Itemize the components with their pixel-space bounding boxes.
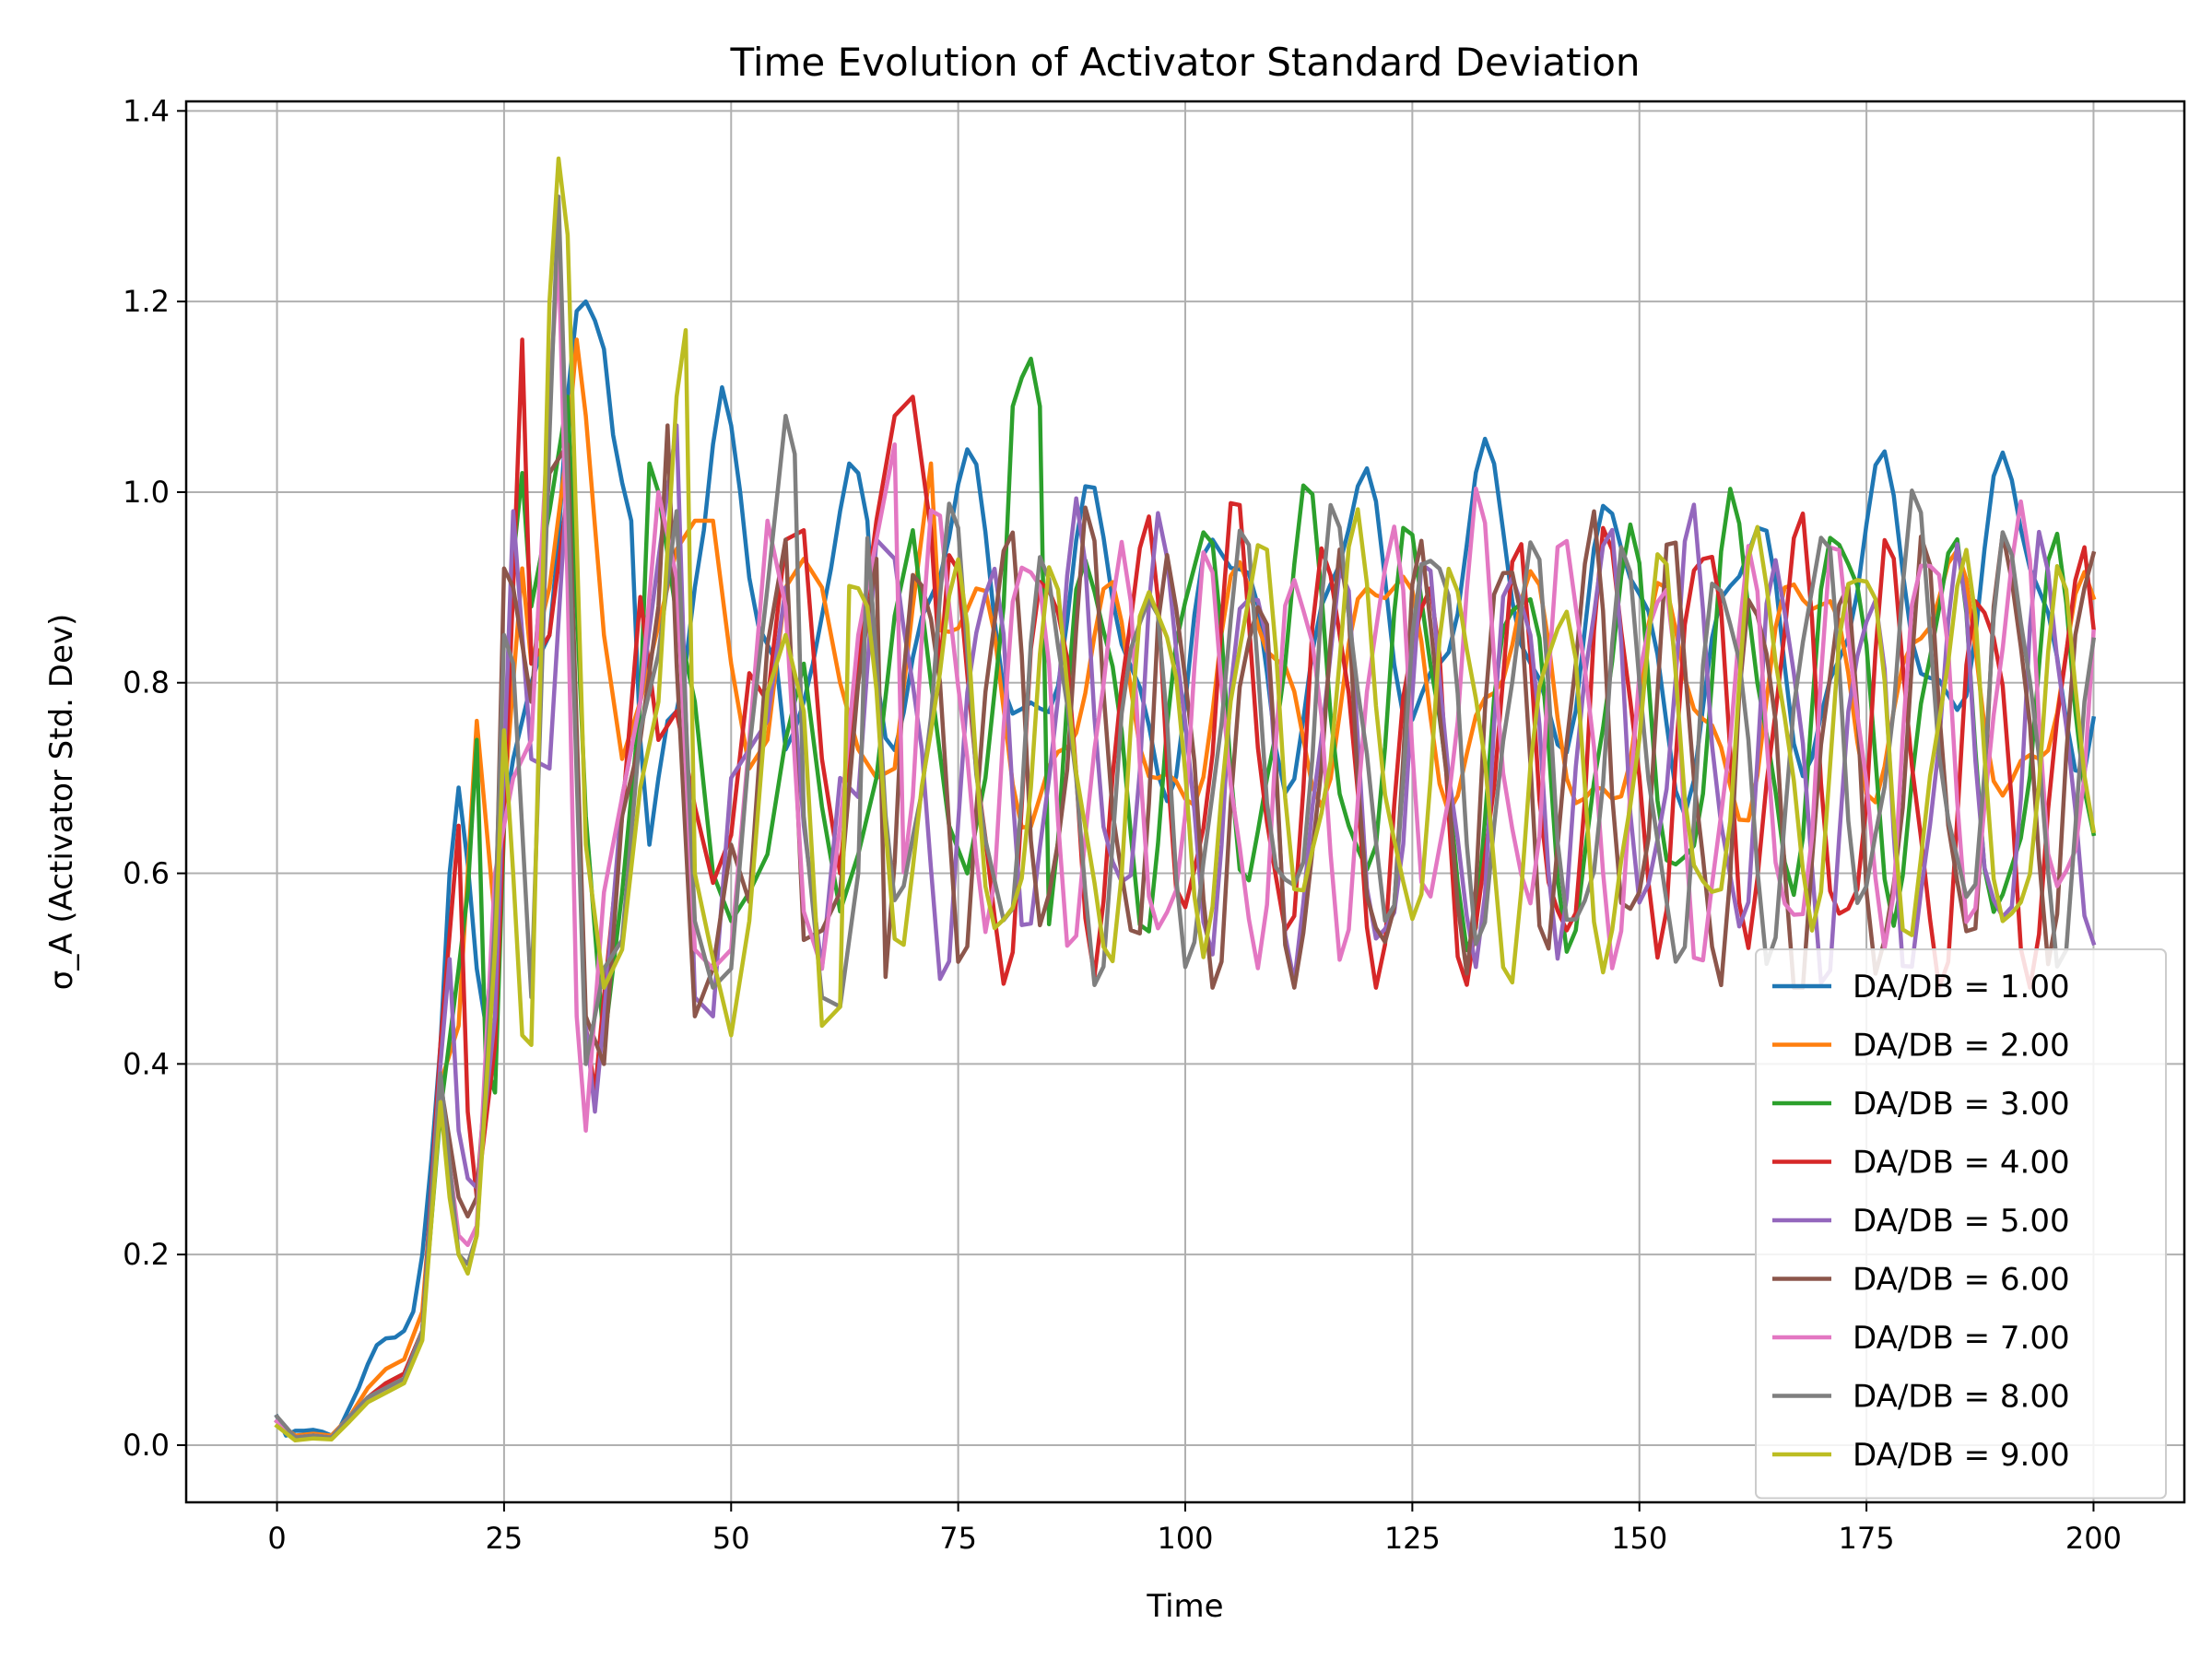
legend-box <box>1755 948 2167 1500</box>
legend-label: DA/DB = 4.00 <box>1853 1145 2070 1182</box>
series-line-3 <box>274 356 2097 1440</box>
legend-label: DA/DB = 7.00 <box>1853 1320 2070 1357</box>
y-tick-label: 1.4 <box>123 93 170 128</box>
x-tick-label: 0 <box>267 1521 286 1556</box>
y-tick-label: 0.4 <box>123 1046 170 1081</box>
x-tick-label: 125 <box>1384 1521 1441 1556</box>
legend: DA/DB = 1.00 DA/DB = 2.00 DA/DB = 3.00 DA/D… <box>1755 948 2167 1500</box>
legend-label: DA/DB = 5.00 <box>1853 1203 2070 1240</box>
y-tick-label: 1.0 <box>123 475 170 510</box>
x-tick-label: 25 <box>486 1521 524 1556</box>
series-line-9 <box>274 156 2097 1443</box>
x-tick-label: 100 <box>1157 1521 1213 1556</box>
legend-label: DA/DB = 1.00 <box>1853 969 2070 1006</box>
series-line-1 <box>274 299 2097 1438</box>
y-axis-title: σ_A (Activator Std. Dev) <box>43 614 80 990</box>
legend-label: DA/DB = 9.00 <box>1853 1437 2070 1474</box>
x-tick-label: 175 <box>1839 1521 1895 1556</box>
y-tick-label: 0.6 <box>123 856 170 891</box>
legend-label: DA/DB = 6.00 <box>1853 1262 2070 1299</box>
chart-title: Time Evolution of Activator Standard Dev… <box>729 40 1640 85</box>
y-tick-label: 1.2 <box>123 284 170 319</box>
x-tick-label: 50 <box>712 1521 750 1556</box>
series-line-8 <box>274 194 2097 1440</box>
y-tick-label: 0.0 <box>123 1428 170 1463</box>
axis-ticks: 0 25 50 75 100 125 150 175 200 0.0 0.2 0.4 0.6 0.8 1.0… <box>123 93 2122 1556</box>
legend-label: DA/DB = 3.00 <box>1853 1086 2070 1123</box>
y-tick-label: 0.8 <box>123 665 170 700</box>
x-tick-label: 150 <box>1611 1521 1667 1556</box>
legend-label: DA/DB = 8.00 <box>1853 1379 2070 1416</box>
y-tick-label: 0.2 <box>123 1237 170 1272</box>
x-axis-title: Time <box>1146 1588 1223 1625</box>
x-tick-label: 200 <box>2065 1521 2122 1556</box>
series-lines <box>274 156 2097 1443</box>
x-tick-label: 75 <box>939 1521 977 1556</box>
legend-label: DA/DB = 2.00 <box>1853 1028 2070 1065</box>
